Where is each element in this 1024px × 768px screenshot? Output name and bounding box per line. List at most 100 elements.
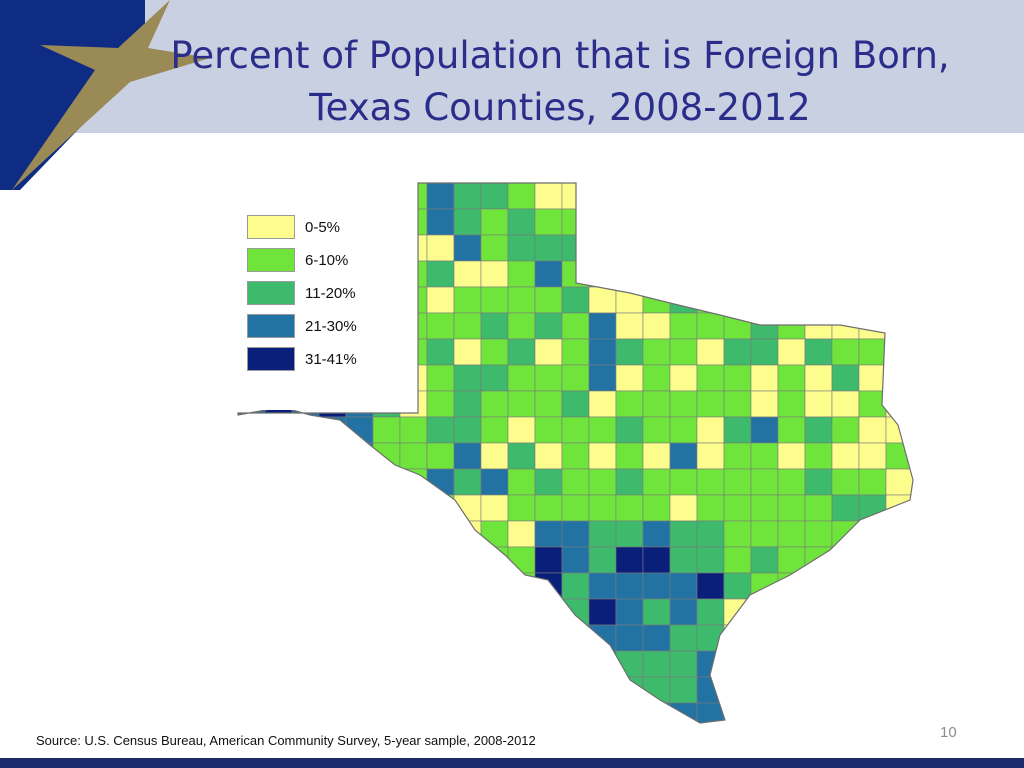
legend-label: 11-20% [305,285,356,302]
county-cell [885,234,913,262]
county-cell [615,468,644,496]
county-cell [318,572,347,600]
county-cell [480,390,509,418]
county-cell [372,650,401,678]
source-note: Source: U.S. Census Bureau, American Com… [36,733,536,748]
county-cell [615,338,644,366]
legend-label: 0-5% [305,219,341,236]
county-cell [291,546,320,574]
county-cell [777,572,806,600]
county-cell [912,546,913,574]
county-cell [858,442,887,470]
county-cell [912,312,913,340]
county-cell [480,208,509,236]
county-cell [831,546,860,574]
county-cell [723,650,752,678]
county-cell [885,702,913,723]
county-cell [912,442,913,470]
county-cell [345,598,374,626]
county-cell [345,650,374,678]
county-cell [480,260,509,288]
county-cell [372,494,401,522]
county-cell [534,468,563,496]
county-cell [723,468,752,496]
county-cell [588,572,617,600]
county-cell [507,494,536,522]
county-cell [588,676,617,704]
county-cell [831,676,860,704]
county-cell [507,650,536,678]
county-cell [750,183,779,210]
county-cell [453,442,482,470]
county-cell [561,286,590,314]
texas-outline [237,182,914,724]
county-cell [291,572,320,600]
county-cell [750,364,779,392]
county-cell [615,364,644,392]
county-cell [507,390,536,418]
county-cell [291,416,320,444]
county-cell [831,494,860,522]
county-cell [858,702,887,723]
county-cell [858,676,887,704]
county-cell [615,442,644,470]
county-cell [804,338,833,366]
county-cell [561,676,590,704]
county-cell [750,546,779,574]
county-cell [534,364,563,392]
county-cell [777,598,806,626]
county-cell [777,183,806,210]
county-cell [480,702,509,723]
county-cell [264,624,293,652]
county-cell [561,390,590,418]
county-cell [804,260,833,288]
county-cell [858,650,887,678]
county-cell [561,364,590,392]
county-cell [264,494,293,522]
county-cell [831,416,860,444]
county-cell [777,286,806,314]
county-cell [696,260,725,288]
county-cell [669,234,698,262]
legend-label: 31-41% [305,351,357,368]
county-cell [912,598,913,626]
county-cell [885,624,913,652]
county-cell [615,312,644,340]
county-cell [399,624,428,652]
county-cell [723,572,752,600]
county-cell [588,546,617,574]
county-cell [507,416,536,444]
county-cell [372,572,401,600]
county-cell [615,494,644,522]
county-cell [831,468,860,496]
county-cell [696,468,725,496]
county-cell [804,624,833,652]
county-cell [372,468,401,496]
county-cell [291,468,320,496]
county-cell [669,312,698,340]
county-cell [291,650,320,678]
county-cell [238,468,266,496]
county-cell [696,494,725,522]
county-cell [858,520,887,548]
county-cell [453,260,482,288]
county-cell [238,442,266,470]
county-cell [777,494,806,522]
county-cell [345,520,374,548]
county-cell [534,676,563,704]
county-cell [858,598,887,626]
county-cell [561,468,590,496]
county-cell [534,650,563,678]
county-cell [750,260,779,288]
county-cell [912,338,913,366]
county-cell [750,702,779,723]
county-cell [264,468,293,496]
county-cell [345,572,374,600]
county-cell [804,702,833,723]
county-cell [642,260,671,288]
county-cell [264,702,293,723]
county-cell [291,520,320,548]
county-cell [669,520,698,548]
county-cell [291,676,320,704]
county-cell [480,416,509,444]
